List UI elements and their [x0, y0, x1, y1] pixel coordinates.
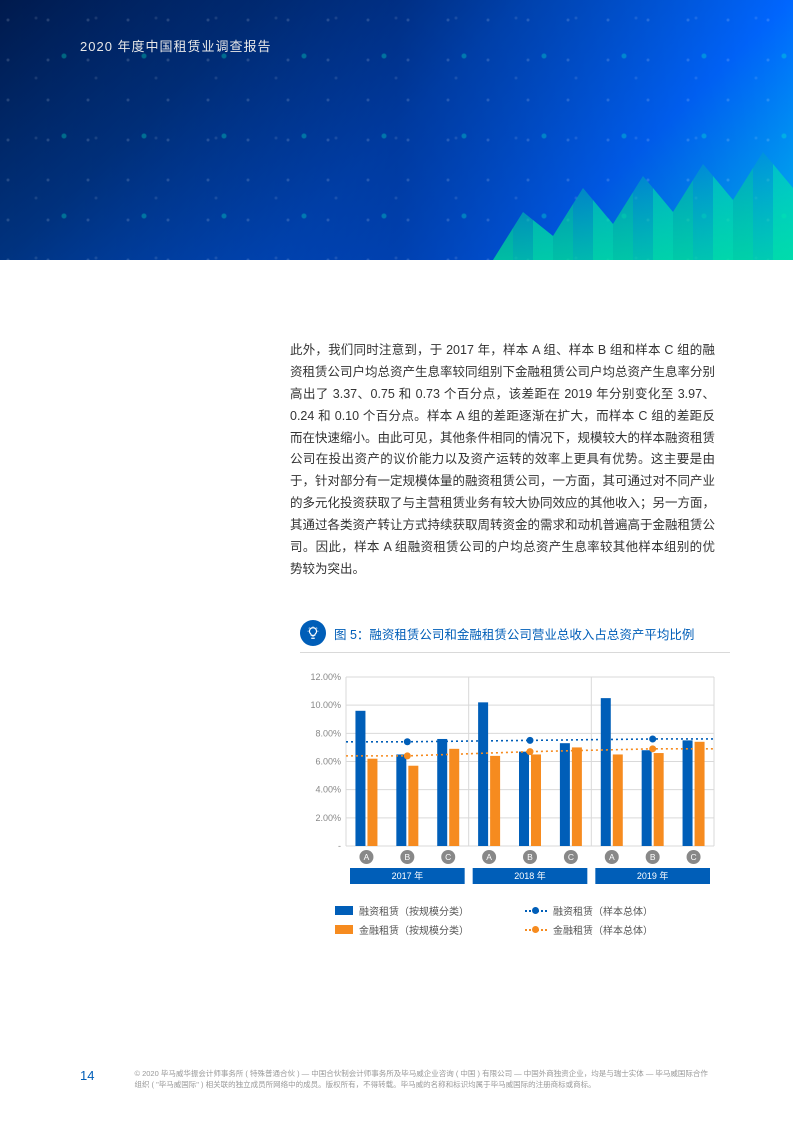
legend-swatch: [335, 906, 353, 915]
svg-text:B: B: [404, 852, 410, 862]
svg-text:10.00%: 10.00%: [310, 700, 341, 710]
svg-text:C: C: [690, 852, 696, 862]
chart-title: 图 5：融资租赁公司和金融租赁公司营业总收入占总资产平均比例: [334, 624, 694, 643]
bar-chart: - 2.00% 4.00% 6.00% 8.00% 10.00% 12.00% A B C 2017…: [300, 671, 720, 896]
legend-label: 融资租赁（样本总体）: [553, 903, 653, 918]
header-banner: 2020 年度中国租赁业调查报告: [0, 0, 793, 260]
legend-item: 融资租赁（样本总体）: [525, 903, 685, 918]
legend-label: 金融租赁（样本总体）: [553, 922, 653, 937]
svg-text:A: A: [609, 852, 615, 862]
svg-text:-: -: [338, 841, 341, 851]
svg-text:12.00%: 12.00%: [310, 672, 341, 682]
svg-text:A: A: [364, 852, 370, 862]
chart-legend: 融资租赁（按规模分类） 融资租赁（样本总体） 金融租赁（按规模分类） 金融租赁（样本总…: [300, 903, 730, 937]
svg-text:6.00%: 6.00%: [315, 757, 341, 767]
svg-text:2.00%: 2.00%: [315, 813, 341, 823]
svg-text:2017 年: 2017 年: [392, 870, 424, 881]
legend-swatch: [335, 925, 353, 934]
legend-item: 金融租赁（样本总体）: [525, 922, 685, 937]
chart-section: 图 5：融资租赁公司和金融租赁公司营业总收入占总资产平均比例 - 2.00% 4.0…: [300, 620, 730, 937]
lightbulb-icon: [300, 620, 326, 646]
copyright-text: © 2020 毕马威华振会计师事务所 ( 特殊普通合伙 ) — 中国合伙制会计师…: [134, 1068, 713, 1091]
svg-text:2019 年: 2019 年: [637, 870, 669, 881]
report-title: 2020 年度中国租赁业调查报告: [80, 36, 272, 55]
legend-item: 融资租赁（按规模分类）: [335, 903, 495, 918]
svg-text:B: B: [650, 852, 656, 862]
legend-label: 金融租赁（按规模分类）: [359, 922, 469, 937]
svg-text:B: B: [527, 852, 533, 862]
legend-label: 融资租赁（按规模分类）: [359, 903, 469, 918]
svg-text:2018 年: 2018 年: [514, 870, 546, 881]
legend-dots: [525, 906, 547, 916]
legend-dots: [525, 925, 547, 935]
page-number: 14: [80, 1068, 94, 1083]
svg-text:A: A: [486, 852, 492, 862]
chart-title-row: 图 5：融资租赁公司和金融租赁公司营业总收入占总资产平均比例: [300, 620, 730, 653]
svg-text:C: C: [568, 852, 574, 862]
svg-text:8.00%: 8.00%: [315, 728, 341, 738]
svg-text:C: C: [445, 852, 451, 862]
legend-item: 金融租赁（按规模分类）: [335, 922, 495, 937]
page-footer: 14 © 2020 毕马威华振会计师事务所 ( 特殊普通合伙 ) — 中国合伙制…: [80, 1068, 713, 1091]
svg-text:4.00%: 4.00%: [315, 785, 341, 795]
body-paragraph: 此外，我们同时注意到，于 2017 年，样本 A 组、样本 B 组和样本 C 组…: [290, 340, 715, 581]
